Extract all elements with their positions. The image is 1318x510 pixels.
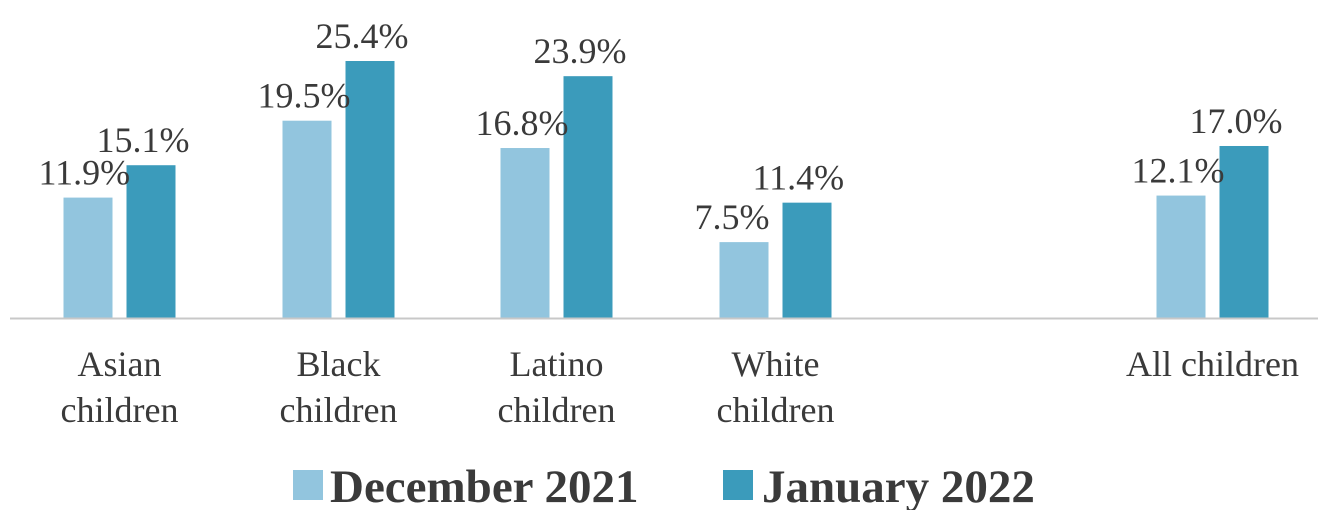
bar-dec2021-0 — [63, 197, 113, 318]
data-label: 12.1% — [1132, 151, 1225, 191]
data-label: 23.9% — [534, 31, 627, 71]
bar-jan2022-4 — [1219, 145, 1269, 318]
x-tick-label: children — [717, 390, 835, 430]
data-label: 19.5% — [258, 76, 351, 116]
data-label: 11.4% — [753, 158, 845, 198]
bar-jan2022-3 — [782, 202, 832, 318]
bar-dec2021-3 — [719, 242, 769, 318]
legend-label: December 2021 — [330, 461, 638, 510]
x-tick-label: White — [732, 344, 820, 384]
data-label: 15.1% — [97, 120, 190, 160]
legend-label: January 2022 — [762, 461, 1035, 510]
x-tick-label: Asian — [78, 344, 162, 384]
x-tick-label: Latino — [510, 344, 604, 384]
legend-swatch — [293, 470, 323, 500]
data-label: 16.8% — [476, 103, 569, 143]
x-tick-label: Black — [297, 344, 381, 384]
x-tick-label: children — [498, 390, 616, 430]
data-label: 25.4% — [316, 16, 409, 56]
bar-jan2022-2 — [563, 76, 613, 319]
bar-dec2021-1 — [282, 120, 332, 318]
data-label: 17.0% — [1190, 101, 1283, 141]
x-tick-label: children — [280, 390, 398, 430]
bars-layer — [63, 61, 1269, 319]
bar-dec2021-4 — [1156, 195, 1206, 318]
x-tick-label: children — [61, 390, 179, 430]
bar-dec2021-2 — [500, 148, 550, 318]
bar-jan2022-1 — [345, 61, 395, 318]
legend: December 2021 January 2022 — [293, 461, 1035, 510]
x-tick-labels: Asian children Black children Latino children… — [61, 344, 1299, 430]
data-label: 7.5% — [695, 197, 770, 237]
legend-swatch — [723, 470, 753, 500]
bar-jan2022-0 — [126, 165, 176, 318]
data-label: 11.9% — [39, 153, 131, 193]
x-tick-label: All children — [1126, 344, 1299, 384]
data-labels-layer: 11.9%15.1% 19.5% 25.4% 16.8% 23.9% 7.5%11.4% 1… — [39, 16, 1283, 237]
